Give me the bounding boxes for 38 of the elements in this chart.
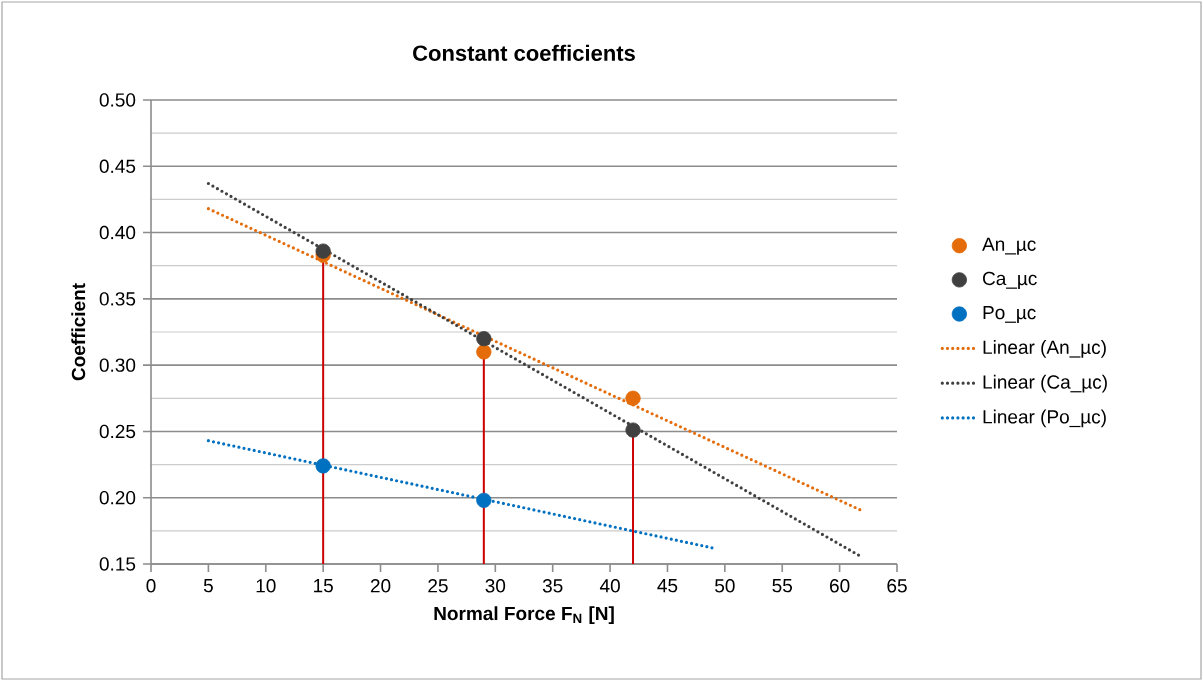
point [476,344,492,360]
point [476,331,492,347]
x-tick-label: 55 [772,579,793,593]
x-axis-title: Normal Force F$_{N}$ [N] [434,606,614,624]
x-tick-label: 30 [485,579,506,593]
legend-label: Po_µc [983,305,1036,324]
point [476,492,492,508]
x-tick-label: 15 [314,579,333,593]
x-tick-label: 60 [830,579,850,593]
y-tick-label: 0.40 [99,225,136,240]
x-tick-label: 10 [256,579,276,593]
legend-label: Linear (Po_µc) [983,409,1106,428]
chart-title: Constant coefficients [413,44,635,61]
legend-label: Ca_µc [983,271,1037,289]
x-tick-label: 35 [542,579,563,593]
y-tick-label: 0.30 [99,358,136,372]
legend-label: An_µc [982,237,1036,255]
point [625,390,641,406]
legend-label: Linear (Ca_µc) [983,374,1107,393]
x-tick-label: 5 [203,579,213,593]
point [315,243,331,259]
x-tick-label: 0 [146,579,156,593]
y-tick-label: 0.20 [99,490,136,505]
y-tick-label: 0.35 [99,292,136,306]
y-tick-label: 0.15 [99,557,136,571]
x-tick-label: 65 [887,579,907,593]
x-tick-label: 45 [657,579,678,593]
legend-label: Linear (An_µc) [983,340,1106,358]
y-axis-title: Coefficient [71,283,86,381]
y-tick-label: 0.25 [99,424,136,439]
x-tick-label: 40 [599,579,620,593]
x-tick-label: 50 [715,579,735,593]
y-tick-label: 0.50 [99,93,136,107]
point [625,422,641,438]
x-tick-label: 20 [370,579,391,593]
point [315,458,331,474]
x-tick-label: 25 [428,579,448,593]
y-tick-label: 0.45 [99,159,136,174]
